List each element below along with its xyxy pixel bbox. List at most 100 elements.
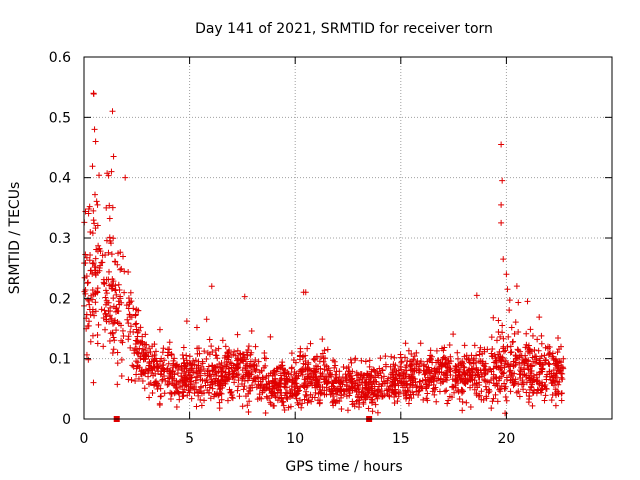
data-point xyxy=(299,371,306,378)
data-point xyxy=(415,363,422,370)
data-point xyxy=(171,355,178,362)
data-point xyxy=(106,215,113,222)
data-point xyxy=(106,202,113,209)
data-point xyxy=(132,377,139,384)
data-point xyxy=(521,358,528,365)
data-point xyxy=(242,364,249,371)
data-point xyxy=(303,393,310,400)
data-point xyxy=(535,347,542,354)
data-point xyxy=(428,376,435,383)
data-point xyxy=(541,397,548,404)
data-point xyxy=(391,400,398,407)
data-point xyxy=(92,308,99,315)
data-point xyxy=(197,376,204,383)
data-point xyxy=(198,402,205,409)
data-point xyxy=(278,375,285,382)
data-point xyxy=(261,355,268,362)
data-point xyxy=(356,381,363,388)
data-point xyxy=(196,368,203,375)
data-point xyxy=(295,372,302,379)
data-point xyxy=(105,276,112,283)
data-point xyxy=(103,297,110,304)
data-point xyxy=(396,372,403,379)
data-point xyxy=(208,283,215,290)
data-point xyxy=(196,387,203,394)
data-point xyxy=(139,367,146,374)
data-point xyxy=(291,368,298,375)
data-point xyxy=(103,204,110,211)
data-point xyxy=(410,368,417,375)
data-point xyxy=(388,353,395,360)
data-point xyxy=(164,346,171,353)
data-point xyxy=(113,327,120,334)
data-point xyxy=(424,390,431,397)
data-point xyxy=(156,401,163,408)
data-point xyxy=(116,295,123,302)
data-point xyxy=(267,333,274,340)
data-point xyxy=(316,358,323,365)
data-point xyxy=(413,360,420,367)
data-point xyxy=(165,360,172,367)
data-point xyxy=(516,393,523,400)
data-point xyxy=(490,371,497,378)
data-point xyxy=(248,327,255,334)
data-point xyxy=(451,367,458,374)
data-point xyxy=(432,384,439,391)
data-point xyxy=(527,363,534,370)
data-point xyxy=(523,330,530,337)
data-point xyxy=(95,242,102,249)
data-point xyxy=(156,326,163,333)
data-point xyxy=(459,359,466,366)
data-point xyxy=(501,360,508,367)
data-point xyxy=(417,340,424,347)
data-point xyxy=(110,153,117,160)
data-point xyxy=(238,356,245,363)
data-point xyxy=(416,383,423,390)
data-point xyxy=(374,409,381,416)
data-point xyxy=(421,361,428,368)
data-point xyxy=(198,364,205,371)
data-point xyxy=(465,367,472,374)
data-point xyxy=(247,358,254,365)
data-point xyxy=(505,333,512,340)
data-point xyxy=(84,280,91,287)
data-point xyxy=(288,350,295,357)
data-point xyxy=(443,374,450,381)
data-point xyxy=(497,333,504,340)
data-point xyxy=(384,380,391,387)
data-point xyxy=(401,378,408,385)
data-point xyxy=(146,360,153,367)
data-point xyxy=(506,307,513,314)
chart-title: Day 141 of 2021, SRMTID for receiver tor… xyxy=(195,21,493,37)
data-point xyxy=(447,353,454,360)
data-point xyxy=(142,331,149,338)
data-point xyxy=(277,364,284,371)
data-point xyxy=(517,374,524,381)
data-point xyxy=(552,402,559,409)
data-point xyxy=(129,362,136,369)
data-point xyxy=(88,267,95,274)
data-point xyxy=(313,379,320,386)
data-point xyxy=(469,369,476,376)
data-point xyxy=(180,392,187,399)
data-point xyxy=(133,371,140,378)
data-point xyxy=(497,388,504,395)
data-point xyxy=(234,347,241,354)
data-point xyxy=(236,393,243,400)
data-point xyxy=(245,408,252,415)
data-point xyxy=(383,385,390,392)
data-point xyxy=(222,343,229,350)
data-point xyxy=(220,368,227,375)
data-point xyxy=(185,387,192,394)
data-point xyxy=(109,349,116,356)
data-point xyxy=(114,381,121,388)
data-point xyxy=(324,379,331,386)
data-point xyxy=(361,379,368,386)
data-point xyxy=(508,324,515,331)
data-point xyxy=(230,370,237,377)
data-point xyxy=(558,397,565,404)
data-point xyxy=(229,395,236,402)
data-point xyxy=(465,355,472,362)
data-point xyxy=(468,376,475,383)
